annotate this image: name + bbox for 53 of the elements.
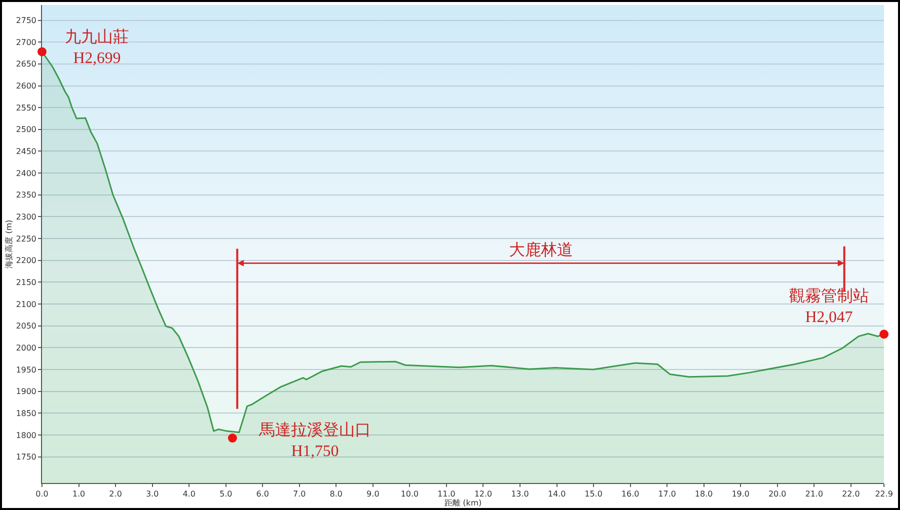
x-tick-label: 2.0 <box>109 490 122 499</box>
x-tick-label: 8.0 <box>330 490 343 499</box>
x-tick-label: 10.0 <box>400 490 419 499</box>
x-tick-label: 12.0 <box>474 490 492 499</box>
annotation: 九九山莊 H2,699 <box>65 28 129 67</box>
x-tick-label: 14.0 <box>548 490 566 499</box>
x-tick-label: 18.0 <box>694 490 713 499</box>
y-tick-label: 2050 <box>16 322 36 331</box>
x-tick-label: 3.0 <box>146 490 159 499</box>
y-tick-label: 2300 <box>16 212 36 222</box>
x-tick-label: 11.0 <box>438 490 456 499</box>
y-tick-label: 2450 <box>16 147 36 156</box>
x-tick-label: 17.0 <box>658 490 676 499</box>
y-tick-label: 1800 <box>16 430 36 440</box>
x-tick-label: 15.0 <box>584 490 602 499</box>
x-tick-label: 13.0 <box>511 490 529 499</box>
y-tick-label: 2700 <box>16 38 36 47</box>
y-tick-label: 2650 <box>16 60 36 69</box>
annotation: 馬達拉溪登山口 H1,750 <box>258 421 371 460</box>
y-tick-label: 2550 <box>16 103 36 112</box>
x-tick-label: 16.0 <box>621 490 640 499</box>
annotation: 大鹿林道 <box>509 241 573 259</box>
point <box>228 434 237 443</box>
y-tick-label: 2150 <box>16 278 36 287</box>
x-tick-label: 0.0 <box>36 490 48 499</box>
y-tick-label: 2250 <box>16 234 36 244</box>
y-tick-label: 2750 <box>16 16 36 26</box>
y-tick-label: 1950 <box>16 365 36 374</box>
x-tick-label: 4.0 <box>182 490 196 499</box>
x-tick-label: 22.0 <box>842 490 860 499</box>
annotation: 觀霧管制站 H2,047 <box>789 287 869 326</box>
x-axis-title: 距離 (km) <box>444 498 482 508</box>
x-tick-label: 21.0 <box>805 490 824 499</box>
x-tick-label: 9.0 <box>366 490 380 499</box>
x-tick-label: 20.0 <box>768 490 786 499</box>
y-tick-label: 2500 <box>16 125 36 134</box>
y-tick-label: 1750 <box>16 452 36 462</box>
y-axis-title: 海拔高度 (m) <box>4 220 14 268</box>
y-tick-label: 1900 <box>16 387 36 396</box>
y-tick-label: 2100 <box>16 300 36 309</box>
point <box>880 330 888 339</box>
y-tick-label: 2200 <box>16 256 36 266</box>
y-tick-label: 2600 <box>16 82 36 91</box>
x-tick-label: 6.0 <box>256 490 269 499</box>
x-tick-label: 5.0 <box>219 490 232 499</box>
x-tick-label: 7.0 <box>293 490 306 499</box>
y-tick-label: 2350 <box>16 190 36 200</box>
x-tick-label: 22.9 <box>875 490 893 499</box>
x-tick-label: 1.0 <box>72 490 86 499</box>
y-tick-label: 1850 <box>16 408 36 418</box>
x-tick-label: 19.0 <box>732 490 750 499</box>
y-tick-label: 2400 <box>16 168 36 178</box>
y-tick-label: 2000 <box>16 343 36 352</box>
